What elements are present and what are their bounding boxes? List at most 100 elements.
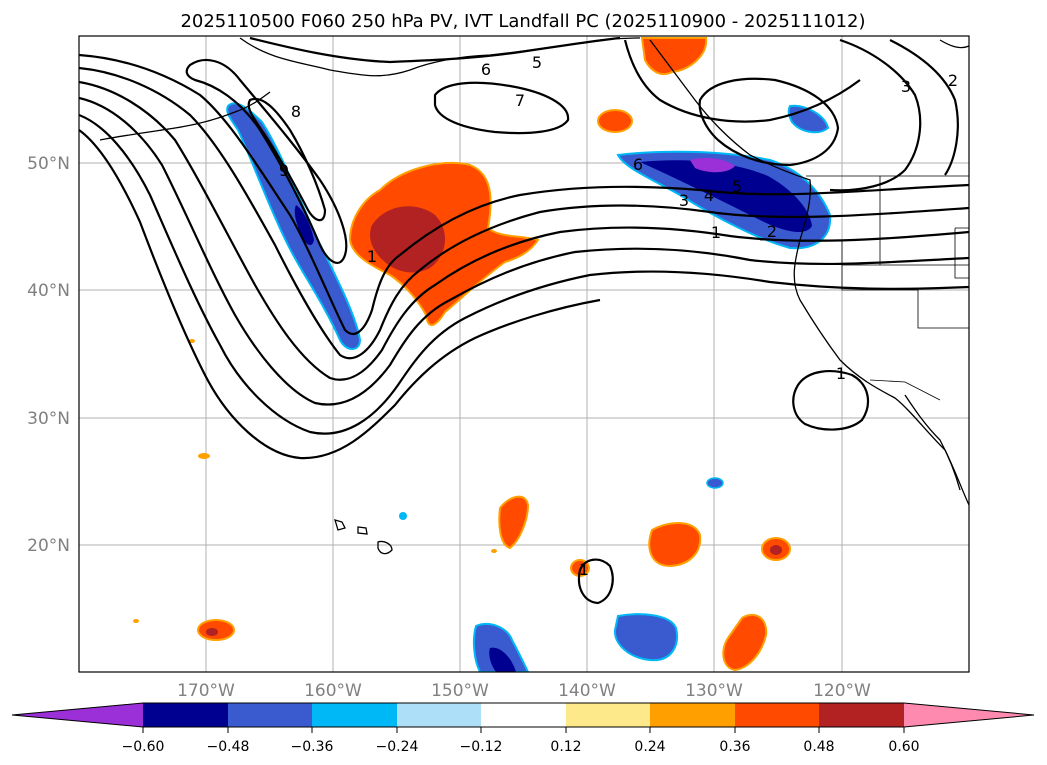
- pc-negative-speck-1: [706, 477, 724, 489]
- contour-label: 4: [704, 186, 714, 205]
- colorbar-tick-label: −0.60: [122, 739, 165, 755]
- lon-label: 150°W: [431, 681, 489, 701]
- colorbar-tick-label: 0.60: [888, 739, 919, 755]
- latitude-labels: 50°N 40°N 30°N 20°N: [27, 154, 70, 556]
- contour-label: 3: [679, 191, 689, 210]
- pc-negative-south-core: [489, 647, 516, 672]
- pc-negative-core-west: [294, 205, 314, 246]
- pv-contour-5: [79, 113, 969, 435]
- pc-positive-speck-2: [189, 339, 195, 343]
- border-us-mexico: [869, 379, 941, 401]
- pc-negative-pnw-core: [640, 160, 812, 233]
- colorbar-extend-left: [12, 703, 143, 727]
- pv-contour-6-north: [249, 36, 621, 64]
- contour-label: 1: [579, 560, 589, 579]
- pc-negative-speck-2: [399, 512, 407, 520]
- lat-label: 50°N: [27, 154, 70, 174]
- pv-contour-6: [79, 129, 601, 460]
- pc-positive-subtropics-2: [648, 522, 702, 568]
- pc-positive-west-1-core: [206, 628, 218, 636]
- colorbar-tick-label: −0.24: [376, 739, 419, 755]
- pv-contour-2: [79, 66, 969, 360]
- pv-contour-labels: 9 8 7 6 5 6 5 4 3 2 1 3 2 1 1 1: [279, 53, 958, 579]
- colorbar-segment: [650, 703, 735, 727]
- contour-label: 7: [515, 91, 525, 110]
- colorbar-segment: [312, 703, 397, 727]
- pc-positive-subtropics-4: [722, 613, 768, 672]
- contour-label: 5: [532, 53, 542, 72]
- contour-label: 2: [948, 71, 958, 90]
- lon-label: 170°W: [177, 681, 235, 701]
- lon-label: 120°W: [813, 681, 871, 701]
- lat-label: 40°N: [27, 281, 70, 301]
- contour-label: 2: [767, 222, 777, 241]
- colorbar-segment: [735, 703, 819, 727]
- pc-positive-speck-4: [491, 549, 497, 553]
- contour-label: 3: [901, 77, 911, 96]
- colorbar-tick-label: 0.12: [550, 739, 581, 755]
- contour-label: 6: [633, 155, 643, 174]
- map-frame: [78, 35, 970, 673]
- pc-positive-core: [370, 206, 446, 273]
- lon-label: 130°W: [685, 681, 743, 701]
- colorbar-segment: [397, 703, 481, 727]
- pv-contour-3: [79, 80, 969, 381]
- coast-northeast: [939, 39, 969, 49]
- pv-contours: [79, 36, 969, 605]
- map-panel: 9 8 7 6 5 6 5 4 3 2 1 3 2 1 1 1: [78, 35, 970, 673]
- lon-label: 160°W: [304, 681, 362, 701]
- pc-positive-north: [597, 109, 633, 133]
- map-background: [79, 36, 969, 672]
- pc-negative-shading: [226, 102, 832, 672]
- colorbar-tick-label: −0.36: [291, 739, 334, 755]
- pc-positive-subtropics-1: [498, 495, 530, 550]
- lon-label: 140°W: [558, 681, 616, 701]
- pv-contour-2-east: [889, 39, 959, 176]
- colorbar-tick-label: −0.12: [460, 739, 503, 755]
- coast-hawaii: [334, 519, 393, 555]
- pv-contour-7: [433, 81, 570, 135]
- lat-label: 20°N: [27, 536, 70, 556]
- colorbar-segment: [228, 703, 312, 727]
- pv-contour-1-cutoff: [792, 370, 870, 431]
- contour-label: 6: [481, 60, 491, 79]
- colorbar-segment: [819, 703, 904, 727]
- pc-positive-speck-3: [133, 619, 139, 623]
- coast-aleutians: [99, 91, 271, 141]
- pv-contour-9: [247, 97, 327, 222]
- colorbar-tick-label: −0.48: [207, 739, 250, 755]
- pv-contour-3-east: [829, 38, 922, 192]
- pv-contour-4: [79, 96, 969, 406]
- border-states-4: [954, 227, 969, 279]
- figure-title: 2025110500 F060 250 hPa PV, IVT Landfall…: [180, 11, 865, 32]
- pc-negative-south: [472, 622, 530, 672]
- colorbar-tick-label: 0.36: [719, 739, 750, 755]
- pv-contour-1-south: [577, 558, 614, 605]
- colorbar-extend-right: [904, 703, 1034, 727]
- pc-negative-subtropics: [613, 613, 678, 662]
- pv-contour-outer: [79, 53, 969, 335]
- colorbar-tick-label: 0.24: [634, 739, 665, 755]
- pv-contour-5-north: [623, 39, 861, 123]
- pc-positive-subtropics-3-core: [770, 545, 782, 555]
- pc-negative-pnw-min: [690, 158, 735, 173]
- colorbar: −0.60 −0.48 −0.36 −0.24 −0.12 0.12 0.24 …: [11, 702, 1035, 755]
- pv-contour-8: [185, 58, 348, 264]
- pc-negative-gulf-alaska: [226, 102, 362, 350]
- contour-label: 1: [836, 364, 846, 383]
- colorbar-tick-label: 0.48: [803, 739, 834, 755]
- lat-label: 30°N: [27, 409, 70, 429]
- colorbar-segment: [143, 703, 228, 727]
- coast-baja: [904, 394, 961, 491]
- pv-contour-ridge: [698, 77, 840, 167]
- contour-label: 5: [732, 177, 742, 196]
- contour-label: 9: [279, 161, 289, 180]
- contour-label: 1: [367, 247, 377, 266]
- pc-positive-shading: [133, 37, 791, 672]
- colorbar-segment: [481, 703, 566, 727]
- border-states-2: [841, 265, 969, 329]
- contour-label: 8: [291, 102, 301, 121]
- pc-positive-speck-1: [198, 453, 210, 459]
- coast-north-america: [649, 39, 969, 506]
- colorbar-segment: [566, 703, 650, 727]
